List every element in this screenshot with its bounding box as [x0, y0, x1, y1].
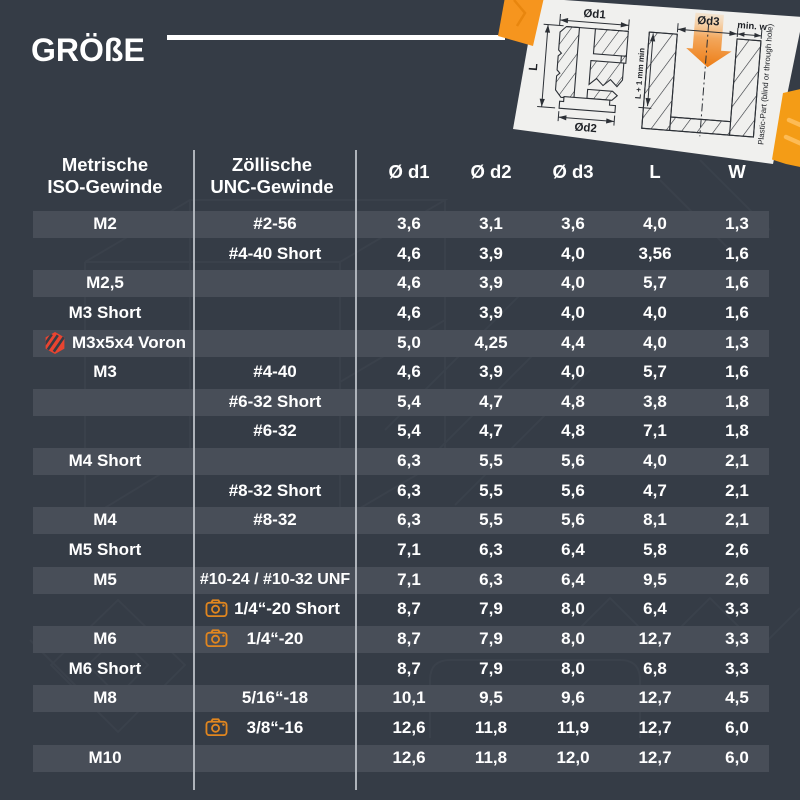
- svg-text:Ød3: Ød3: [697, 15, 720, 29]
- svg-text:min. w: min. w: [737, 20, 768, 33]
- svg-text:Ød2: Ød2: [574, 121, 597, 135]
- svg-text:L + 1 mm min: L + 1 mm min: [634, 47, 647, 99]
- svg-text:Ød1: Ød1: [583, 8, 607, 22]
- svg-text:L: L: [526, 63, 541, 71]
